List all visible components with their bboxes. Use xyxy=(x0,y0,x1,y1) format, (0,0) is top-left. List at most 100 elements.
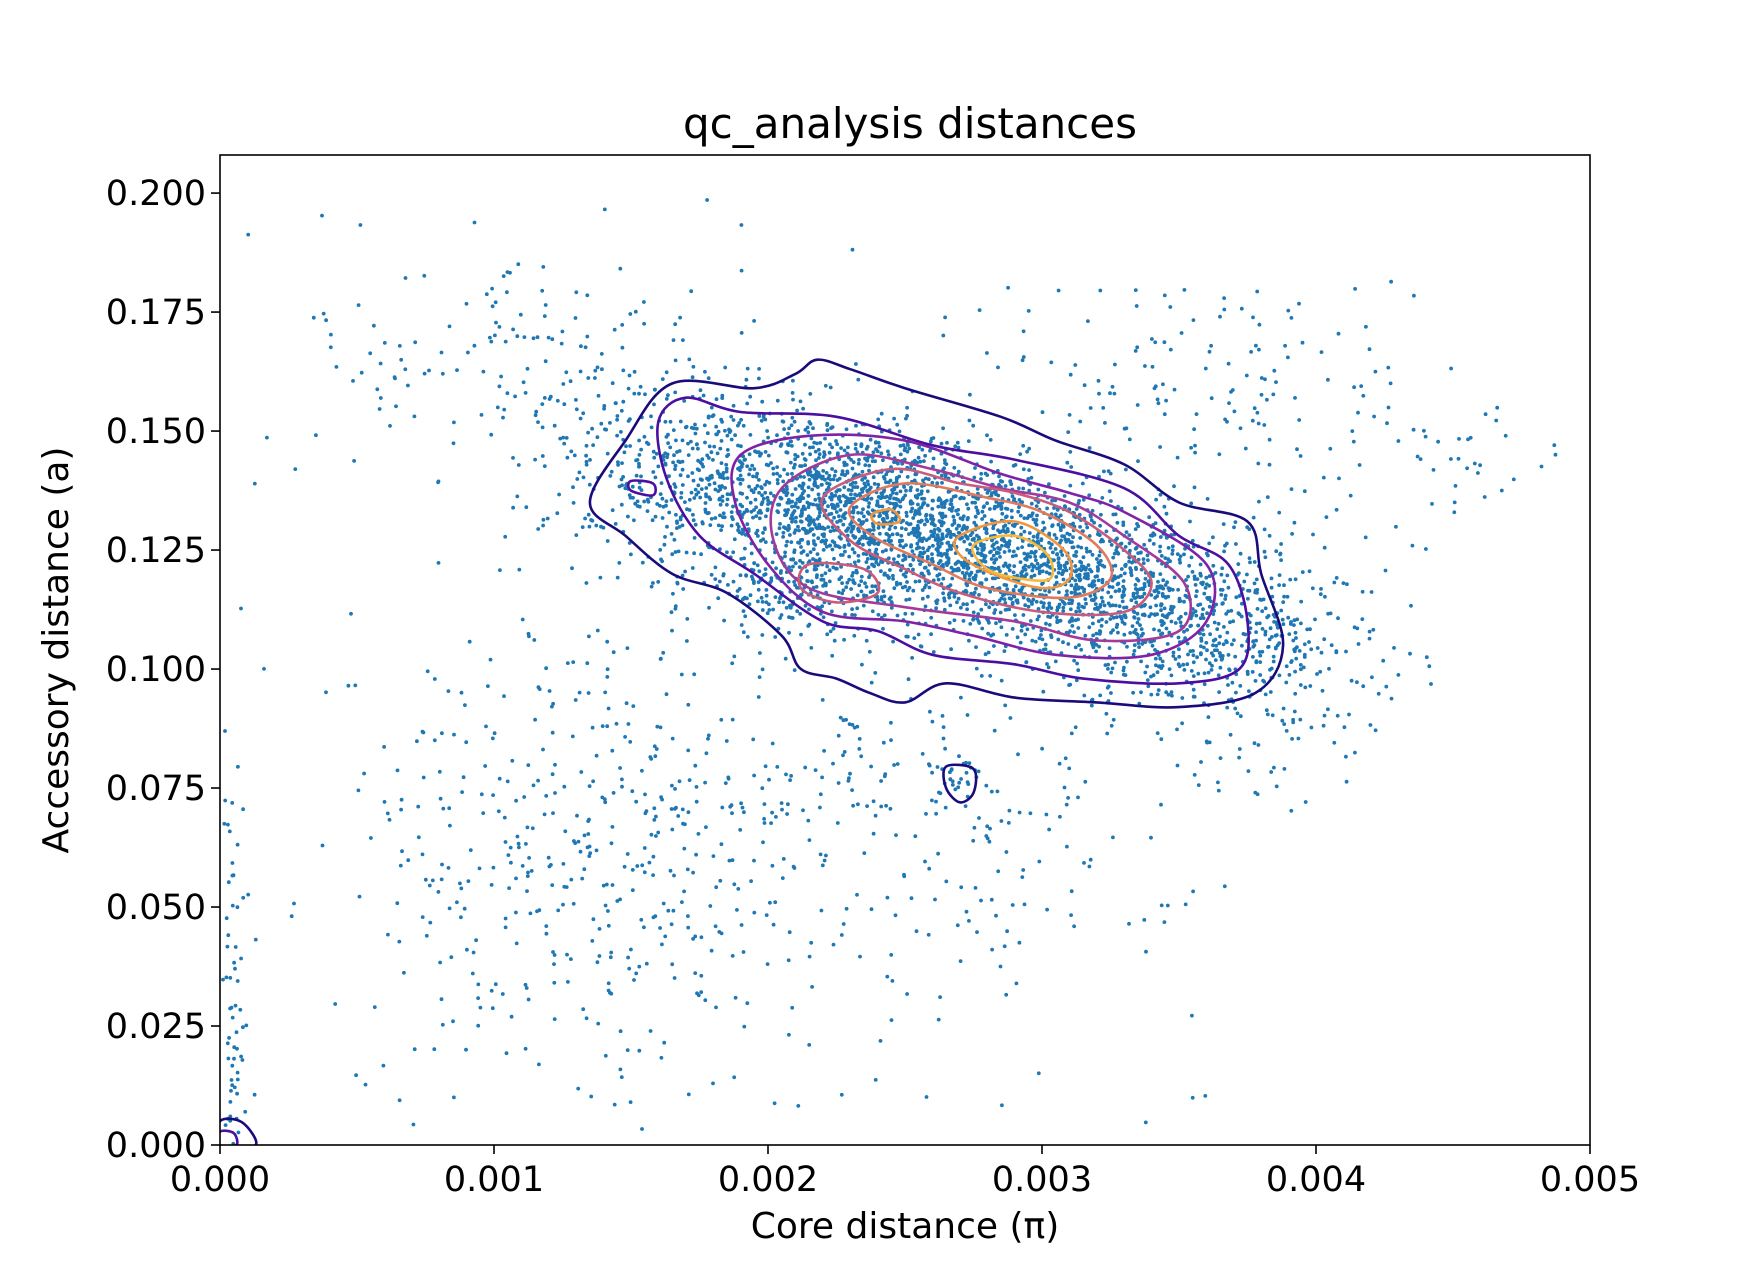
scatter-point xyxy=(676,549,681,554)
scatter-point xyxy=(1018,513,1023,518)
scatter-point xyxy=(1268,690,1273,694)
scatter-point xyxy=(1277,573,1282,577)
scatter-point xyxy=(1111,628,1115,632)
scatter-point xyxy=(1288,577,1293,582)
scatter-point xyxy=(808,550,813,554)
scatter-point xyxy=(500,992,505,996)
scatter-point xyxy=(1243,632,1248,637)
scatter-point xyxy=(801,406,805,411)
scatter-point xyxy=(452,420,456,425)
scatter-point xyxy=(1199,636,1204,641)
scatter-point xyxy=(867,575,871,580)
scatter-point xyxy=(587,482,592,487)
scatter-point xyxy=(848,497,853,502)
scatter-point xyxy=(1058,814,1062,819)
scatter-point xyxy=(789,557,793,562)
scatter-point xyxy=(1068,483,1073,488)
scatter-point xyxy=(948,502,953,506)
scatter-point xyxy=(964,760,968,765)
scatter-point xyxy=(832,473,837,478)
scatter-point xyxy=(463,703,467,707)
scatter-point xyxy=(616,460,620,464)
scatter-point xyxy=(945,440,949,445)
scatter-point xyxy=(394,404,398,409)
scatter-point xyxy=(740,504,745,509)
scatter-point xyxy=(771,607,775,612)
scatter-point xyxy=(1215,627,1220,631)
scatter-point xyxy=(1104,529,1109,534)
scatter-point xyxy=(892,763,896,767)
scatter-point xyxy=(492,731,497,736)
scatter-point xyxy=(938,995,942,999)
scatter-point xyxy=(673,485,678,489)
scatter-point xyxy=(1159,554,1164,558)
scatter-point xyxy=(786,528,790,532)
scatter-point xyxy=(647,860,652,865)
scatter-point xyxy=(1266,614,1271,618)
scatter-point xyxy=(982,504,986,509)
scatter-point xyxy=(503,339,508,344)
scatter-point xyxy=(979,471,984,476)
scatter-point xyxy=(1190,538,1195,543)
scatter-point xyxy=(1021,595,1026,600)
scatter-point xyxy=(909,544,913,549)
scatter-point xyxy=(936,504,941,509)
scatter-point xyxy=(678,517,683,522)
scatter-point xyxy=(725,497,730,502)
scatter-point xyxy=(608,421,612,425)
scatter-point xyxy=(745,464,750,469)
scatter-point xyxy=(395,901,400,906)
scatter-point xyxy=(1065,844,1069,849)
scatter-point xyxy=(1326,377,1330,382)
scatter-point xyxy=(552,953,557,957)
scatter-point xyxy=(1020,624,1024,629)
scatter-point xyxy=(711,854,716,858)
scatter-point xyxy=(235,1077,240,1082)
scatter-point xyxy=(757,367,761,371)
scatter-point xyxy=(783,656,788,661)
scatter-point xyxy=(265,435,269,440)
scatter-point xyxy=(411,1122,416,1127)
scatter-point xyxy=(1111,555,1116,560)
scatter-point xyxy=(1064,568,1069,573)
scatter-point xyxy=(934,799,938,804)
scatter-point xyxy=(1159,603,1163,608)
scatter-point xyxy=(955,923,960,928)
scatter-point xyxy=(1008,479,1013,484)
scatter-point xyxy=(1158,492,1163,497)
scatter-point xyxy=(517,845,521,850)
scatter-point xyxy=(986,488,991,493)
scatter-point xyxy=(846,445,850,450)
scatter-point xyxy=(1098,523,1102,528)
scatter-point xyxy=(1008,716,1013,720)
scatter-point xyxy=(986,650,991,655)
scatter-point xyxy=(706,414,711,419)
scatter-point xyxy=(1072,630,1076,634)
scatter-point xyxy=(842,637,846,642)
scatter-point xyxy=(1073,725,1078,730)
scatter-point xyxy=(610,508,615,513)
scatter-point xyxy=(236,1130,241,1135)
scatter-point xyxy=(818,852,823,857)
scatter-point xyxy=(1209,599,1213,604)
scatter-point xyxy=(1206,670,1211,675)
scatter-point xyxy=(395,768,400,773)
scatter-point xyxy=(802,475,806,479)
scatter-point xyxy=(843,549,847,554)
scatter-point xyxy=(815,552,820,556)
scatter-point xyxy=(832,540,837,545)
scatter-point xyxy=(458,881,462,886)
scatter-point xyxy=(965,525,969,530)
scatter-point xyxy=(1097,391,1101,396)
scatter-point xyxy=(615,417,619,422)
scatter-point xyxy=(873,813,878,818)
scatter-point xyxy=(540,402,545,406)
scatter-point xyxy=(493,982,498,987)
scatter-point xyxy=(801,549,806,554)
scatter-point xyxy=(511,327,515,332)
scatter-point xyxy=(1045,907,1049,912)
scatter-point xyxy=(1369,590,1374,594)
scatter-point xyxy=(525,874,530,878)
scatter-point xyxy=(1070,545,1075,550)
scatter-point xyxy=(1373,728,1378,733)
